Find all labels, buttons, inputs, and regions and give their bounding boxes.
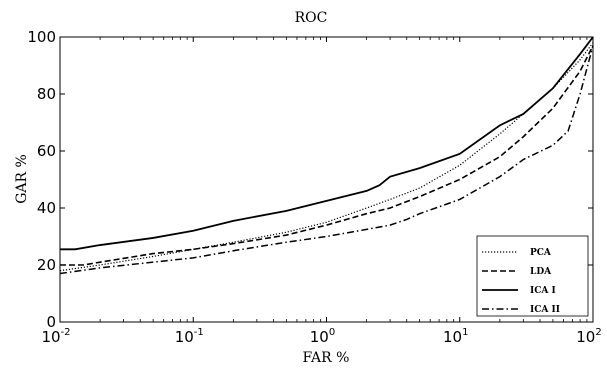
x-tick-label: 10-2 [41,327,70,346]
x-axis: 10-2 10-1 100 101 102 [41,37,602,346]
y-axis: 0 20 40 60 80 100 [27,28,593,331]
legend-label: PCA [530,248,552,258]
series-line-lda [60,45,594,266]
y-tick-label: 0 [46,313,56,331]
x-axis-label: FAR % [303,350,350,366]
legend-box [476,235,589,317]
series-layer [59,36,594,275]
x-tick-label: 101 [443,327,468,346]
y-tick-label: 20 [37,256,56,274]
y-axis-label: GAR % [14,154,30,204]
x-tick-label: 100 [310,327,335,346]
legend-label: LDA [530,267,552,277]
chart-title: ROC [295,10,328,26]
y-tick-label: 60 [37,142,56,160]
legend-label: ICA II [530,305,560,315]
series-line-ica-i [60,36,594,251]
x-tick-label: 102 [576,327,601,346]
x-tick-label: 10-1 [175,327,204,346]
legend-label: ICA I [530,286,556,296]
y-tick-label: 40 [37,199,56,217]
y-tick-label: 80 [37,85,56,103]
legend: PCA LDA ICA I ICA II [476,235,589,317]
y-tick-label: 100 [27,28,56,46]
series-line-ica-ii [59,45,594,275]
